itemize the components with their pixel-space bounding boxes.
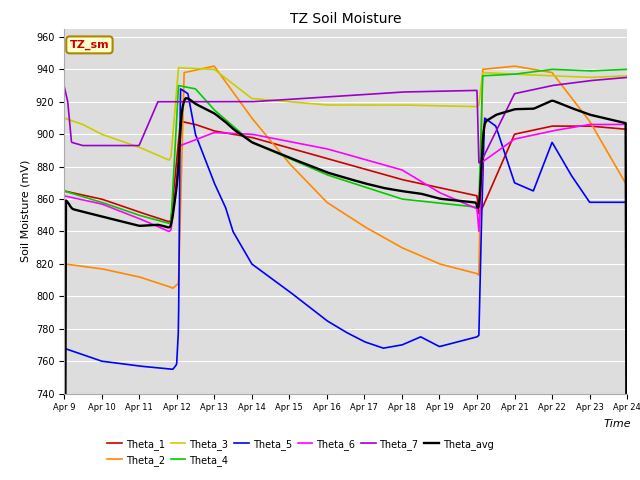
Title: TZ Soil Moisture: TZ Soil Moisture [290, 12, 401, 26]
Legend: Theta_1, Theta_2, Theta_3, Theta_4, Theta_5, Theta_6, Theta_7, Theta_avg: Theta_1, Theta_2, Theta_3, Theta_4, Thet… [104, 435, 497, 469]
Y-axis label: Soil Moisture (mV): Soil Moisture (mV) [20, 160, 30, 263]
Text: TZ_sm: TZ_sm [70, 40, 109, 50]
Text: Time: Time [604, 419, 632, 429]
